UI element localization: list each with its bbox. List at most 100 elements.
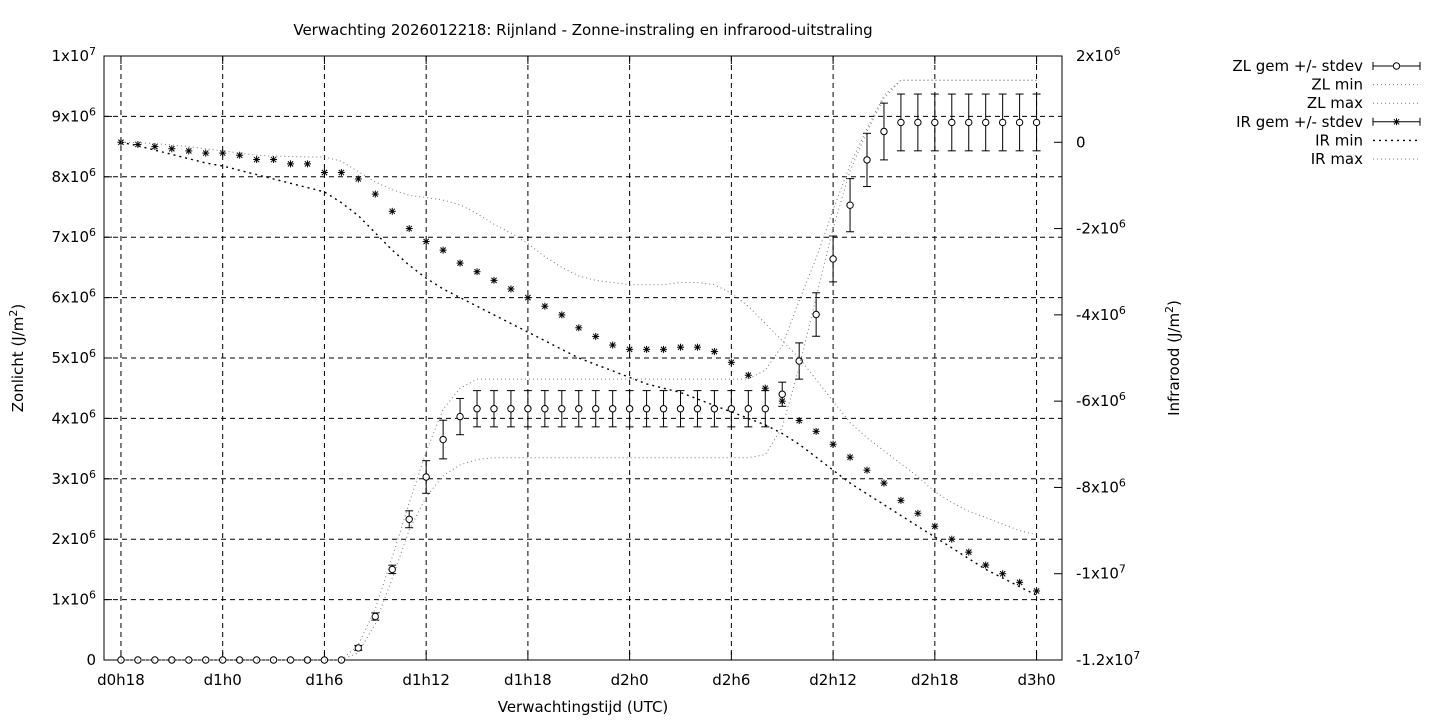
series-line [120, 141, 1037, 596]
data-point-star [422, 238, 430, 246]
data-point-star [236, 151, 244, 159]
legend-label: IR max [1311, 150, 1363, 168]
y-tick-label-left: 4x106 [51, 407, 96, 427]
y-tick-label-left: 5x106 [51, 347, 96, 367]
data-point-star [829, 440, 837, 448]
data-point-star [456, 259, 464, 267]
y-tick-label-left: 6x106 [51, 287, 96, 307]
data-point-star [897, 496, 905, 504]
data-point-circle [507, 405, 515, 413]
series-ir-gem-stdev [117, 138, 1041, 595]
data-point-circle [625, 405, 634, 413]
data-point-star [270, 156, 278, 164]
y-tick-label-left: 3x106 [51, 468, 96, 488]
series-line [121, 79, 1037, 661]
y-axis-label-left: Zonlicht (J/m2) [7, 304, 27, 413]
data-point-circle [778, 390, 786, 398]
data-point-circle [998, 118, 1007, 127]
y-tick-label-right: 2x106 [1076, 45, 1121, 65]
data-point-circle [456, 412, 464, 421]
y-tick-label-right: -8x106 [1076, 476, 1126, 496]
legend-item: IR gem +/- stdev [1236, 113, 1421, 131]
data-point-star [473, 268, 481, 276]
legend-item: ZL min [1311, 76, 1420, 94]
data-point-star [253, 156, 261, 164]
data-point-star [761, 384, 769, 392]
legend-label: IR gem +/- stdev [1236, 113, 1363, 131]
data-point-circle [812, 310, 820, 319]
data-point-circle [473, 405, 481, 413]
y-tick-label-left: 1x107 [51, 45, 96, 65]
data-point-star [710, 348, 718, 356]
data-point-star [1033, 587, 1041, 595]
data-point-star [609, 341, 617, 349]
data-point-star [592, 332, 600, 340]
data-point-circle [286, 656, 295, 664]
series-line [121, 79, 1037, 661]
x-tick-label: d2h6 [712, 671, 750, 689]
data-point-circle [914, 118, 922, 127]
legend-label: ZL gem +/- stdev [1232, 57, 1363, 75]
y-tick-label-right: 0 [1076, 133, 1086, 151]
data-point-circle [693, 405, 702, 413]
data-point-star [727, 358, 735, 366]
data-point-star [388, 207, 396, 215]
data-point-star [219, 149, 227, 157]
data-point-star [795, 417, 803, 425]
data-point-circle [642, 405, 651, 413]
data-point-star [151, 143, 159, 151]
data-point-star [303, 160, 311, 168]
data-point-star [693, 343, 701, 351]
data-point-star [575, 324, 583, 332]
data-point-circle [727, 405, 736, 413]
data-point-star [1393, 118, 1400, 126]
series-line [120, 141, 1037, 536]
data-point-circle [558, 405, 566, 413]
data-point-star [948, 535, 956, 543]
series-zl-max [121, 79, 1037, 661]
data-point-star [914, 509, 922, 517]
data-point-star [439, 246, 447, 254]
data-point-star [202, 149, 210, 157]
data-point-circle [388, 565, 396, 574]
data-point-circle [422, 473, 430, 481]
y-tick-label-left: 2x106 [51, 528, 96, 548]
data-point-circle [354, 644, 363, 652]
legend-item: ZL gem +/- stdev [1232, 57, 1421, 75]
data-point-circle [235, 656, 244, 664]
data-point-star [134, 140, 142, 148]
x-tick-label: d2h0 [611, 671, 649, 689]
data-point-circle [1392, 62, 1401, 70]
data-point-circle [761, 405, 769, 413]
y-tick-label-right: -4x106 [1076, 304, 1126, 324]
x-tick-label: d3h0 [1018, 671, 1056, 689]
y-tick-label-left: 8x106 [51, 166, 96, 186]
data-point-star [626, 345, 634, 353]
data-point-circle [880, 127, 888, 136]
data-point-circle [151, 656, 159, 664]
x-tick-label: d1h0 [204, 671, 242, 689]
y-tick-label-right: -1.2x107 [1076, 649, 1140, 669]
data-point-circle [117, 656, 125, 664]
data-point-circle [1015, 118, 1024, 127]
data-point-star [643, 345, 651, 353]
data-point-circle [608, 405, 617, 413]
data-point-star [660, 345, 668, 353]
y-tick-label-left: 0 [86, 651, 96, 669]
data-point-star [337, 168, 345, 176]
data-point-star [965, 548, 973, 556]
data-point-circle [897, 118, 905, 127]
data-point-star [999, 570, 1007, 578]
data-point-circle [218, 656, 227, 664]
data-point-circle [320, 656, 329, 664]
data-point-star [287, 160, 295, 168]
legend-item: IR max [1311, 150, 1420, 168]
data-point-star [168, 145, 176, 153]
x-axis-label: Verwachtingstijd (UTC) [498, 698, 669, 716]
data-point-circle [575, 405, 583, 413]
data-point-circle [981, 118, 990, 127]
y-axis-label-right: Infrarood (J/m2) [1163, 300, 1183, 416]
data-point-star [541, 302, 549, 310]
data-point-star [371, 190, 379, 198]
legend-label: ZL max [1307, 94, 1363, 112]
